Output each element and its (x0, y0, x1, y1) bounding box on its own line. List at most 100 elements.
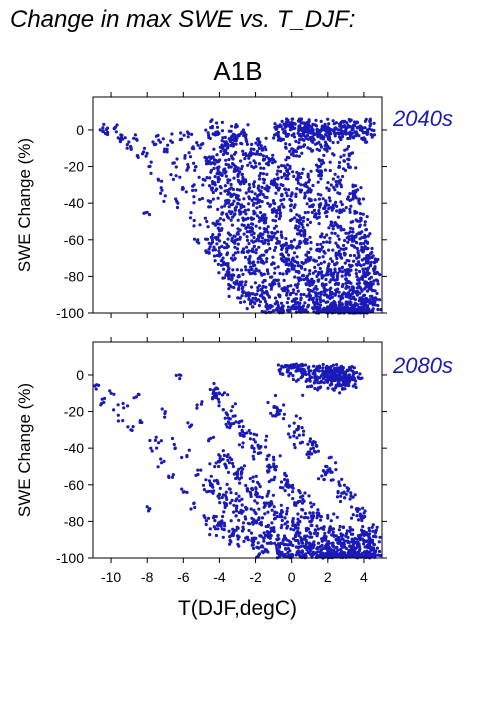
data-point (287, 244, 291, 248)
data-point (361, 294, 366, 298)
data-point (240, 280, 244, 284)
data-point (333, 172, 337, 176)
data-point (247, 242, 251, 246)
data-point (153, 438, 157, 442)
data-point (331, 248, 335, 252)
data-point (186, 163, 190, 167)
data-point (249, 265, 253, 269)
data-point (352, 259, 356, 263)
data-point (298, 416, 302, 420)
data-point (298, 239, 302, 243)
data-point (185, 490, 189, 494)
data-point (274, 405, 278, 409)
data-point (293, 259, 297, 264)
data-point (227, 205, 231, 209)
data-point (295, 366, 299, 370)
data-point (355, 303, 360, 307)
data-point (264, 304, 268, 309)
data-point (291, 170, 295, 174)
data-point (367, 552, 371, 556)
data-point (254, 251, 258, 255)
data-point (290, 263, 294, 267)
data-point (192, 195, 196, 199)
data-point (309, 520, 313, 524)
data-point (227, 277, 231, 281)
data-point (264, 438, 268, 442)
data-point (223, 416, 227, 420)
data-point (346, 269, 351, 274)
data-point (362, 263, 366, 267)
data-point (229, 519, 233, 523)
data-point (292, 251, 297, 255)
data-point (350, 151, 355, 155)
data-point (238, 170, 242, 174)
data-point (284, 512, 289, 516)
data-point (343, 370, 347, 374)
data-point (311, 446, 315, 450)
data-point (308, 279, 312, 283)
data-point (229, 143, 233, 148)
data-point (305, 277, 309, 281)
data-point (304, 372, 308, 377)
data-point (276, 278, 280, 282)
data-point (278, 408, 283, 413)
data-point (252, 182, 256, 186)
data-point (335, 209, 339, 213)
data-point (316, 180, 320, 184)
data-point (276, 176, 280, 180)
data-point (235, 247, 239, 251)
data-point (340, 387, 345, 391)
data-point (324, 129, 328, 133)
data-point (335, 256, 339, 261)
data-point (369, 132, 373, 137)
data-point (326, 203, 330, 207)
data-point (326, 117, 330, 121)
data-point (371, 529, 375, 533)
data-point (240, 503, 244, 507)
data-point (295, 255, 299, 259)
data-point (225, 214, 229, 219)
data-point (362, 542, 366, 546)
data-point (356, 260, 361, 264)
data-point (311, 203, 315, 207)
data-point (313, 440, 317, 444)
data-point (125, 143, 129, 147)
data-point (235, 525, 239, 529)
data-point (220, 244, 224, 248)
data-point (268, 247, 272, 251)
data-point (236, 537, 240, 541)
data-point (252, 244, 256, 248)
data-point (233, 208, 237, 212)
data-point (234, 492, 238, 496)
data-point (368, 294, 373, 298)
data-point (335, 363, 339, 367)
data-point (278, 554, 282, 558)
y-tick-label: 0 (76, 367, 84, 383)
data-point (227, 199, 231, 203)
data-point (366, 543, 370, 547)
data-point (250, 142, 254, 146)
data-point (346, 162, 350, 166)
data-point (104, 128, 108, 132)
data-point (192, 501, 196, 506)
data-point (318, 297, 322, 301)
data-point (316, 449, 320, 453)
data-point (365, 268, 369, 273)
data-point (142, 150, 146, 154)
data-point (156, 177, 160, 181)
data-point (108, 389, 112, 393)
data-point (281, 127, 285, 131)
data-point (321, 372, 325, 376)
data-point (270, 231, 274, 235)
data-point (262, 539, 266, 543)
data-point (293, 501, 297, 505)
data-point (361, 267, 365, 271)
data-point (228, 426, 232, 430)
data-point (261, 158, 266, 162)
data-point (258, 300, 262, 304)
data-point (300, 223, 304, 227)
data-point (174, 174, 178, 178)
data-point (363, 223, 367, 227)
data-point (277, 217, 281, 221)
data-point (242, 205, 246, 209)
